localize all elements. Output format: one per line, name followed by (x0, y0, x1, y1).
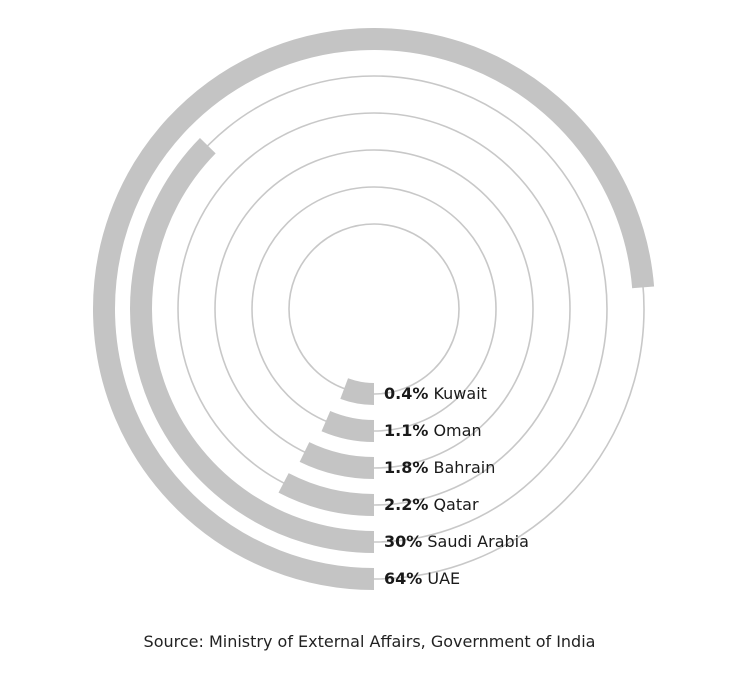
data-label: 1.1% Oman (384, 421, 482, 441)
data-label-name: Kuwait (428, 384, 487, 403)
data-label-value: 30% (384, 532, 423, 551)
source-note: Source: Ministry of External Affairs, Go… (143, 632, 596, 651)
bar-qatar (278, 473, 375, 516)
data-label-name: Bahrain (428, 458, 496, 477)
ring-track-qatar (177, 112, 571, 506)
bar-bahrain (299, 441, 375, 479)
bar-oman (321, 410, 375, 442)
data-label-value: 2.2% (384, 495, 429, 514)
data-label-name: Saudi Arabia (422, 532, 529, 551)
data-label-name: UAE (422, 569, 461, 588)
bar-uae (93, 28, 655, 590)
data-label: 30% Saudi Arabia (384, 532, 529, 552)
data-label: 2.2% Qatar (384, 495, 479, 515)
data-label-value: 1.8% (384, 458, 429, 477)
data-label-value: 1.1% (384, 421, 429, 440)
data-label-value: 0.4% (384, 384, 429, 403)
data-label: 0.4% Kuwait (384, 384, 487, 404)
data-label-name: Qatar (428, 495, 479, 514)
bar-saudi-arabia (130, 137, 375, 553)
bar-kuwait (340, 378, 375, 405)
data-label: 1.8% Bahrain (384, 458, 495, 478)
data-label: 64% UAE (384, 569, 460, 589)
data-label-value: 64% (384, 569, 423, 588)
ring-track-kuwait (288, 223, 460, 395)
data-label-name: Oman (428, 421, 482, 440)
